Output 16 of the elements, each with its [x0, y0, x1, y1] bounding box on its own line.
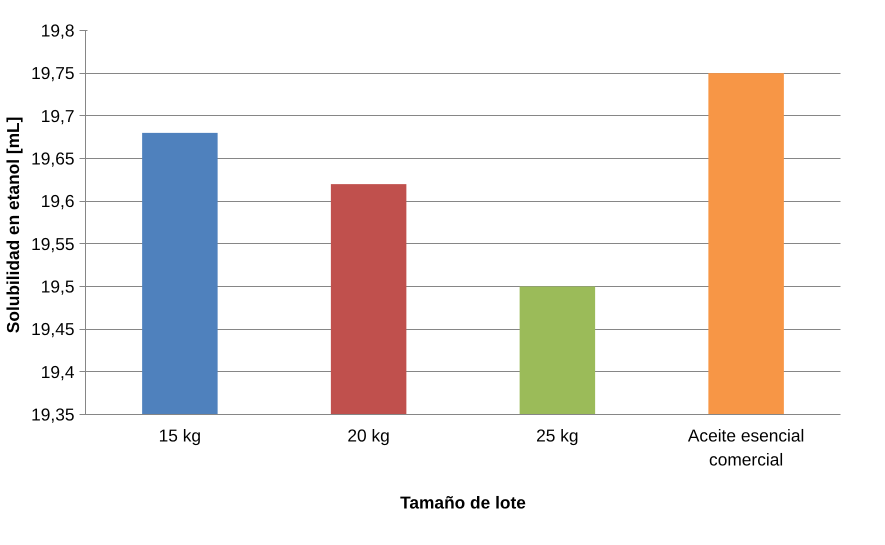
- y-tick-label: 19,4: [40, 362, 75, 382]
- y-tick-label: 19,6: [40, 191, 75, 212]
- y-tick-label: 19,45: [31, 319, 75, 340]
- y-tick-label: 19,35: [31, 404, 75, 424]
- y-tick-label: 19,75: [31, 63, 75, 84]
- y-tick-label: 19,55: [31, 234, 75, 254]
- y-tick-label: 19,65: [31, 148, 75, 168]
- x-tick-label: 20 kg: [347, 426, 390, 446]
- y-tick-label: 19,5: [40, 276, 75, 296]
- x-tick-label: Aceite esencial comercial: [688, 426, 804, 470]
- y-tick-label: 19,8: [40, 20, 75, 40]
- y-axis-title: Solubilidad en etanol [mL]: [3, 116, 24, 334]
- y-tick-label: 19,7: [40, 106, 75, 126]
- x-axis-title: Tamaño de lote: [400, 492, 526, 512]
- x-tick-label: 25 kg: [536, 426, 579, 446]
- x-tick-label: 15 kg: [158, 426, 202, 446]
